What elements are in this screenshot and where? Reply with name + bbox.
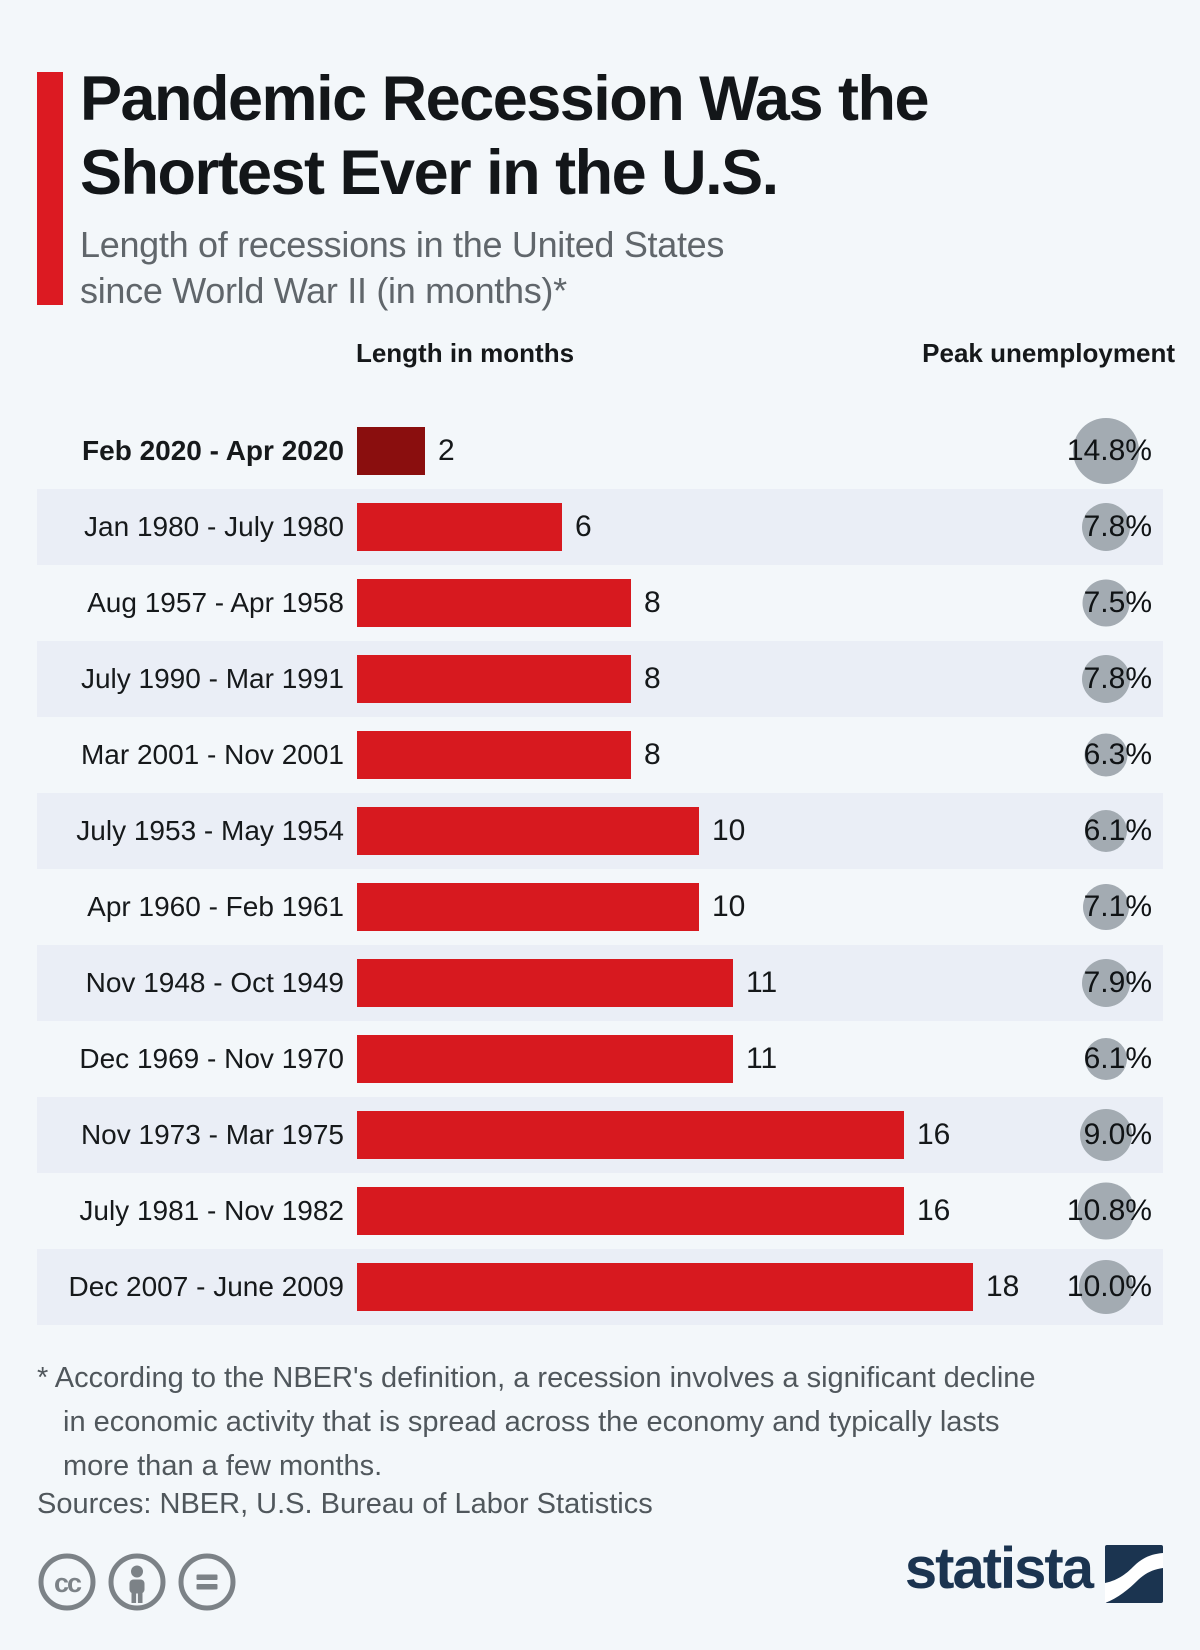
footnote-line3: more than a few months. — [63, 1450, 383, 1482]
page-title-line1: Pandemic Recession Was the — [80, 64, 929, 134]
length-value: 8 — [644, 586, 661, 619]
unemployment-circle — [1082, 579, 1130, 627]
footnote-line1: * According to the NBER's definition, a … — [37, 1362, 1036, 1394]
length-bar — [357, 959, 733, 1007]
column-header-unemployment: Peak unemployment — [922, 338, 1175, 368]
length-bar — [357, 579, 631, 627]
length-bar — [357, 731, 631, 779]
chart-row: Nov 1973 - Mar 1975 16 9.0% — [0, 1097, 1200, 1173]
recession-period-label: Dec 2007 - June 2009 — [68, 1271, 344, 1302]
length-value: 8 — [644, 738, 661, 771]
unemployment-circle — [1077, 1182, 1135, 1240]
unemployment-circle — [1085, 810, 1127, 852]
unemployment-circle — [1079, 1260, 1133, 1314]
row-stripe — [37, 489, 1163, 565]
statista-wordmark: statista — [904, 1536, 1094, 1601]
license-icons: cc — [37, 1552, 237, 1612]
recession-period-label: Nov 1948 - Oct 1949 — [85, 967, 344, 998]
page-title-line2: Shortest Ever in the U.S. — [80, 138, 779, 209]
chart-row: July 1981 - Nov 1982 16 10.8% — [0, 1173, 1200, 1249]
page-title: Pandemic Recession Was the Shortest Ever… — [80, 62, 929, 211]
page-subtitle-line1: Length of recessions in the United State… — [80, 224, 725, 265]
footnote: * According to the NBER's definition, a … — [37, 1356, 1097, 1488]
recession-period-label: Mar 2001 - Nov 2001 — [80, 739, 344, 770]
unemployment-circle — [1083, 884, 1129, 930]
page-subtitle: Length of recessions in the United State… — [80, 222, 724, 314]
unemployment-value: 9.0% — [1083, 1118, 1152, 1151]
recession-period-label: July 1953 - May 1954 — [76, 815, 344, 846]
length-value: 8 — [644, 662, 661, 695]
column-header-length: Length in months — [355, 338, 575, 368]
recession-period-label: Nov 1973 - Mar 1975 — [80, 1119, 344, 1150]
recession-period-label: Dec 1969 - Nov 1970 — [79, 1043, 344, 1074]
length-value: 18 — [986, 1270, 1020, 1303]
length-value: 10 — [712, 814, 746, 847]
unemployment-circle — [1082, 959, 1130, 1007]
length-bar — [357, 503, 562, 551]
length-bar — [357, 1263, 973, 1311]
unemployment-value: 6.1% — [1083, 814, 1152, 847]
unemployment-circle — [1084, 733, 1128, 777]
unemployment-value: 7.8% — [1083, 662, 1152, 695]
length-value: 10 — [712, 890, 746, 923]
statista-logo-mark — [1105, 1545, 1163, 1603]
unemployment-value: 10.8% — [1066, 1194, 1152, 1227]
unemployment-circle — [1082, 503, 1130, 551]
chart-row: Aug 1957 - Apr 1958 8 7.5% — [0, 565, 1200, 641]
svg-text:cc: cc — [54, 1568, 82, 1598]
recession-period-label: July 1990 - Mar 1991 — [80, 663, 344, 694]
length-bar — [357, 883, 699, 931]
nd-icon — [178, 1553, 236, 1611]
recession-period-label: Apr 1960 - Feb 1961 — [87, 891, 344, 922]
chart-row: July 1990 - Mar 1991 8 7.8% — [0, 641, 1200, 717]
chart-row: Mar 2001 - Nov 2001 8 6.3% — [0, 717, 1200, 793]
title-accent-bar — [37, 72, 63, 305]
unemployment-value: 7.1% — [1083, 890, 1152, 923]
unemployment-value: 7.5% — [1083, 586, 1152, 619]
unemployment-circle — [1073, 418, 1139, 484]
page-subtitle-line2: since World War II (in months)* — [80, 270, 567, 312]
sources-line: Sources: NBER, U.S. Bureau of Labor Stat… — [37, 1488, 653, 1520]
length-value: 6 — [575, 510, 592, 543]
unemployment-value: 10.0% — [1066, 1270, 1152, 1303]
chart-row: Dec 1969 - Nov 1970 11 6.1% — [0, 1021, 1200, 1097]
length-bar — [357, 427, 425, 475]
length-bar — [357, 1111, 904, 1159]
chart-row: Jan 1980 - July 1980 6 7.8% — [0, 489, 1200, 565]
bar-chart: Feb 2020 - Apr 2020 2 14.8% Jan 1980 - J… — [0, 413, 1200, 1325]
cc-icon: cc — [38, 1553, 96, 1611]
length-bar — [357, 807, 699, 855]
unemployment-circle — [1080, 1109, 1132, 1161]
length-value: 11 — [746, 966, 778, 999]
recession-period-label: Aug 1957 - Apr 1958 — [87, 587, 344, 618]
chart-row: Apr 1960 - Feb 1961 10 7.1% — [0, 869, 1200, 945]
length-value: 16 — [917, 1118, 951, 1151]
recession-period-label: Jan 1980 - July 1980 — [84, 511, 344, 542]
unemployment-value: 7.9% — [1083, 966, 1152, 999]
recession-period-label: Feb 2020 - Apr 2020 — [82, 435, 344, 466]
unemployment-value: 14.8% — [1066, 434, 1152, 467]
statista-logo: statista — [904, 1536, 1163, 1603]
length-bar — [357, 1035, 733, 1083]
unemployment-circle — [1085, 1038, 1127, 1080]
chart-row: Dec 2007 - June 2009 18 10.0% — [0, 1249, 1200, 1325]
chart-row: Feb 2020 - Apr 2020 2 14.8% — [0, 413, 1200, 489]
unemployment-circle — [1082, 655, 1130, 703]
footnote-line2: in economic activity that is spread acro… — [63, 1406, 1000, 1438]
unemployment-value: 6.3% — [1083, 738, 1152, 771]
unemployment-value: 7.8% — [1083, 510, 1152, 543]
chart-row: July 1953 - May 1954 10 6.1% — [0, 793, 1200, 869]
unemployment-value: 6.1% — [1083, 1042, 1152, 1075]
length-value: 11 — [746, 1042, 778, 1075]
attribution-icon — [108, 1553, 166, 1611]
length-value: 2 — [438, 434, 455, 467]
recession-period-label: July 1981 - Nov 1982 — [79, 1195, 344, 1226]
chart-row: Nov 1948 - Oct 1949 11 7.9% — [0, 945, 1200, 1021]
length-bar — [357, 655, 631, 703]
length-value: 16 — [917, 1194, 951, 1227]
length-bar — [357, 1187, 904, 1235]
